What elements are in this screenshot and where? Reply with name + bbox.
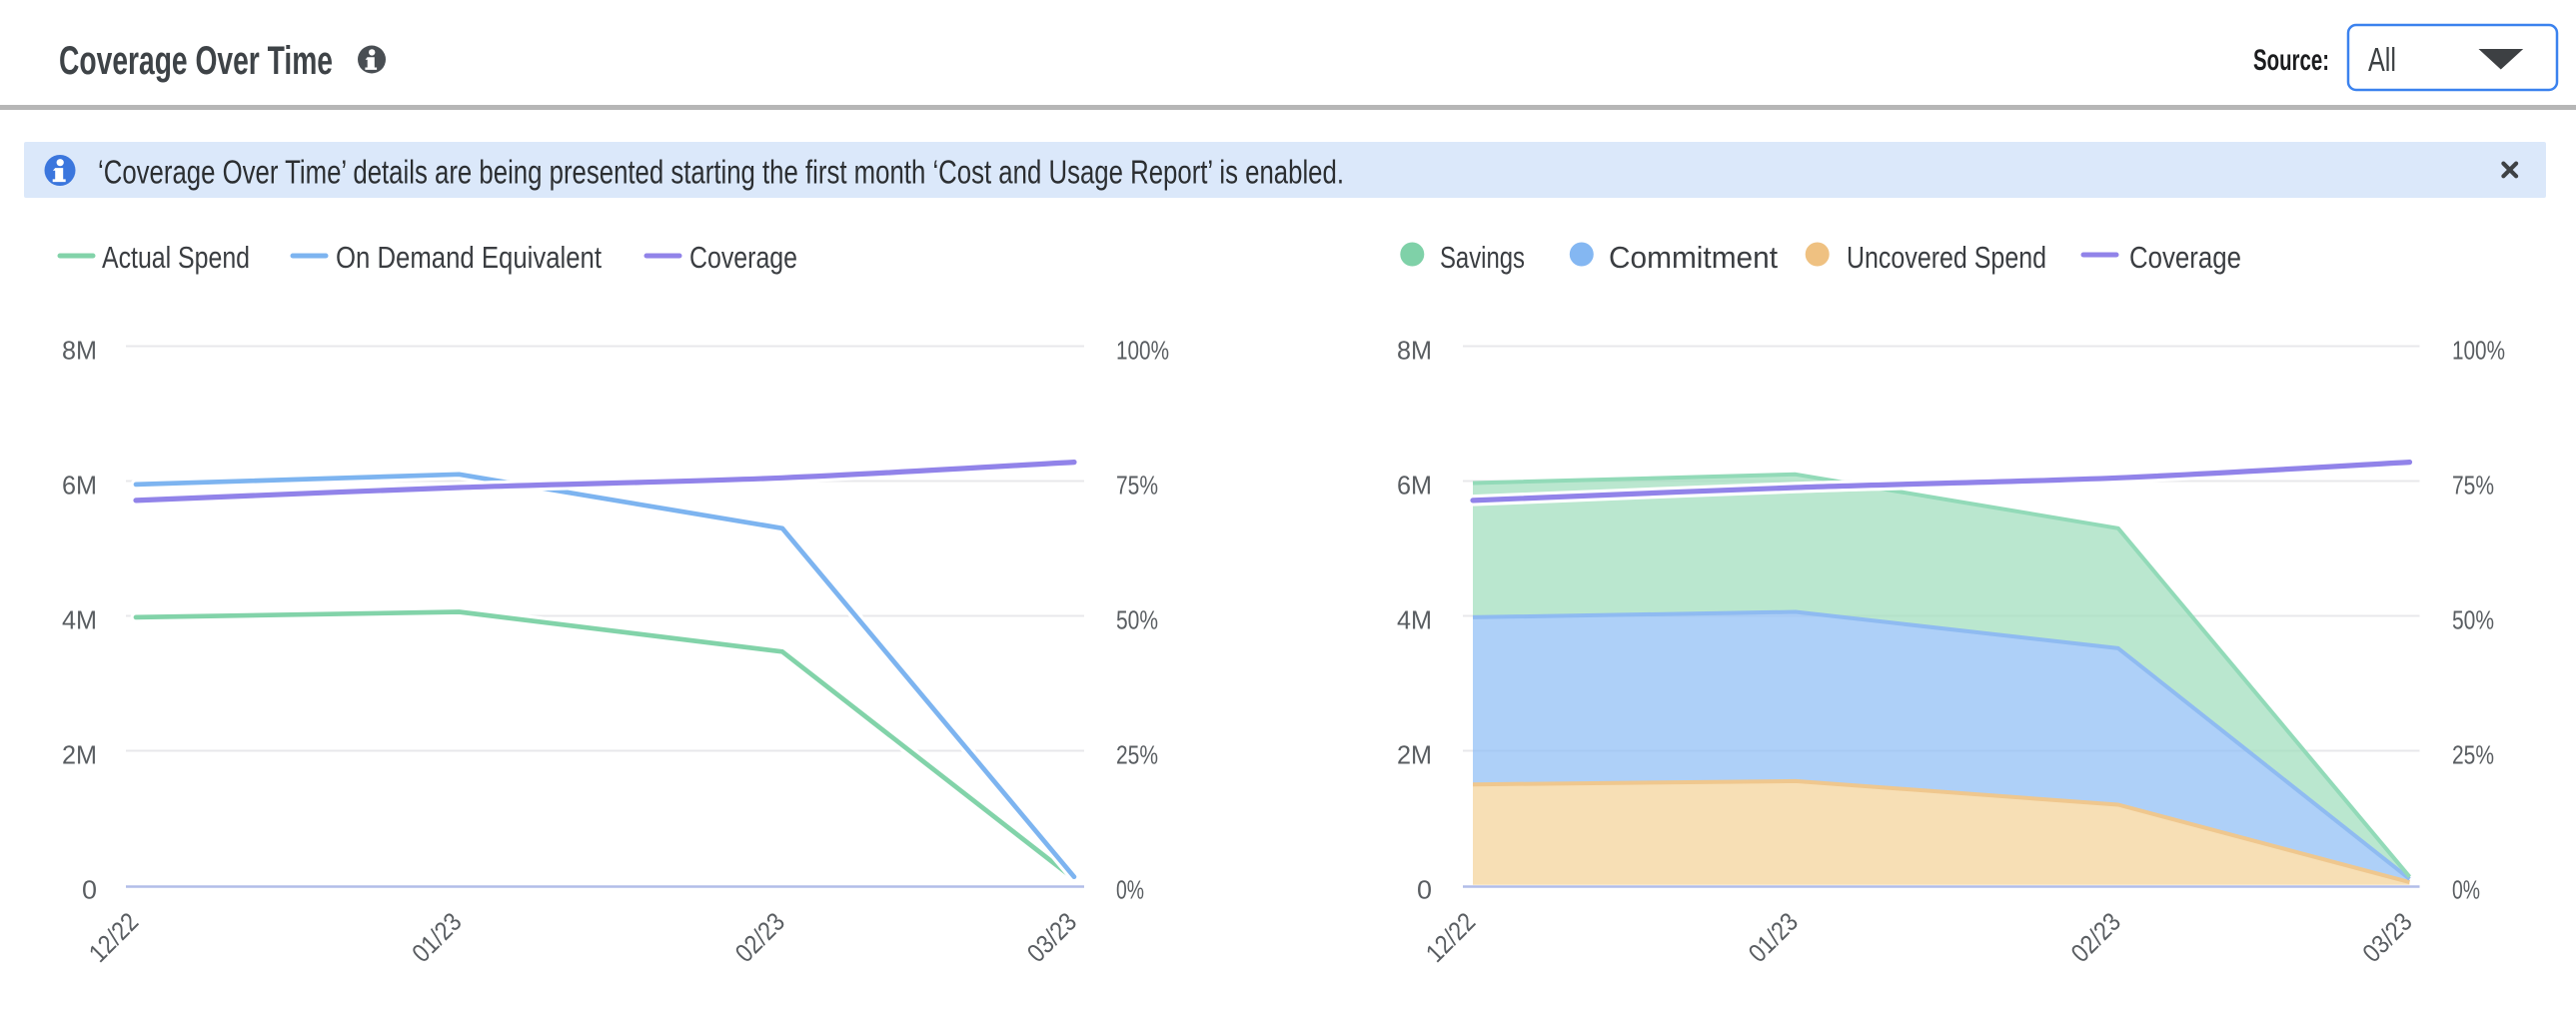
svg-text:8M: 8M <box>1397 336 1432 366</box>
svg-text:Uncovered Spend: Uncovered Spend <box>1847 240 2046 275</box>
svg-text:0: 0 <box>1417 875 1432 905</box>
svg-text:25%: 25% <box>2452 740 2494 770</box>
svg-text:0%: 0% <box>1116 875 1144 905</box>
svg-text:100%: 100% <box>1116 336 1169 366</box>
svg-text:50%: 50% <box>2452 605 2494 635</box>
svg-text:All: All <box>2368 41 2396 78</box>
svg-text:Source:: Source: <box>2253 44 2329 77</box>
svg-text:25%: 25% <box>1116 740 1158 770</box>
svg-text:0: 0 <box>82 875 97 905</box>
svg-text:Savings: Savings <box>1440 240 1525 275</box>
svg-text:0%: 0% <box>2452 875 2480 905</box>
svg-text:2M: 2M <box>62 740 97 770</box>
svg-text:Coverage: Coverage <box>689 240 797 275</box>
svg-text:Coverage: Coverage <box>2129 240 2241 275</box>
svg-text:6M: 6M <box>62 471 97 501</box>
svg-text:100%: 100% <box>2452 336 2505 366</box>
svg-text:Actual Spend: Actual Spend <box>102 240 250 275</box>
svg-text:4M: 4M <box>62 605 97 635</box>
svg-text:8M: 8M <box>62 336 97 366</box>
svg-text:4M: 4M <box>1397 605 1432 635</box>
svg-text:75%: 75% <box>1116 471 1158 501</box>
svg-text:Commitment: Commitment <box>1609 240 1778 275</box>
svg-text:On Demand Equivalent: On Demand Equivalent <box>336 240 602 275</box>
svg-text:Coverage Over Time: Coverage Over Time <box>59 39 333 83</box>
svg-text:2M: 2M <box>1397 740 1432 770</box>
svg-text:‘Coverage Over Time’ details a: ‘Coverage Over Time’ details are being p… <box>98 154 1344 191</box>
svg-text:6M: 6M <box>1397 471 1432 501</box>
svg-text:75%: 75% <box>2452 471 2494 501</box>
svg-text:50%: 50% <box>1116 605 1158 635</box>
